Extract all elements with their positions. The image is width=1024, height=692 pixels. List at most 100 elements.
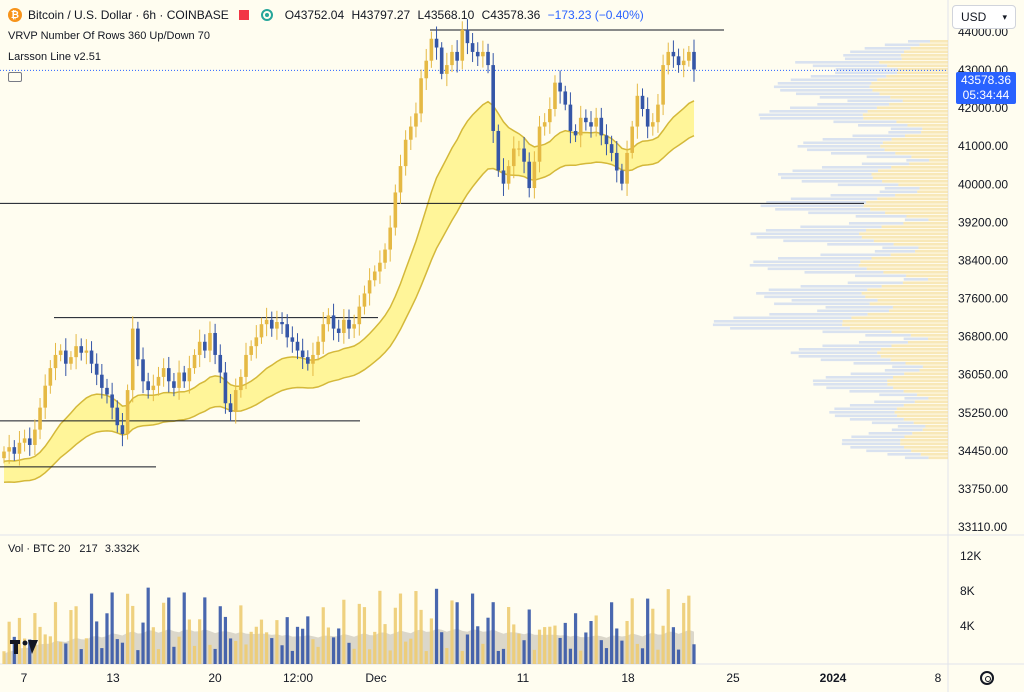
candle-body[interactable] (424, 60, 429, 79)
gear-icon[interactable] (980, 671, 994, 685)
candle-body[interactable] (120, 425, 125, 434)
candle-body[interactable] (244, 354, 248, 377)
candle-body[interactable] (357, 306, 362, 325)
candle-body[interactable] (285, 324, 290, 338)
candle-body[interactable] (635, 95, 640, 127)
candle-body[interactable] (233, 390, 238, 413)
candle-body[interactable] (89, 350, 94, 364)
market-status-icon[interactable] (260, 9, 273, 21)
candle-body[interactable] (584, 117, 588, 123)
candle-body[interactable] (578, 117, 583, 136)
candle-body[interactable] (640, 95, 645, 110)
candle-body[interactable] (331, 315, 336, 329)
candle-body[interactable] (609, 144, 614, 153)
candle-body[interactable] (403, 139, 408, 167)
candle-body[interactable] (280, 322, 284, 325)
candle-body[interactable] (408, 126, 413, 140)
candle-body[interactable] (388, 227, 392, 250)
candle-body[interactable] (300, 350, 305, 358)
candle-body[interactable] (53, 354, 58, 369)
candle-body[interactable] (511, 148, 516, 167)
candle-body[interactable] (197, 341, 202, 355)
candle-body[interactable] (465, 29, 470, 44)
symbol-title[interactable]: Bitcoin / U.S. Dollar · 6h · COINBASE (28, 8, 229, 22)
candle-body[interactable] (594, 117, 598, 127)
candle-body[interactable] (100, 374, 104, 388)
candle-body[interactable] (439, 47, 444, 74)
candle-body[interactable] (84, 350, 89, 353)
flag-icon[interactable] (238, 10, 249, 20)
candle-body[interactable] (321, 324, 326, 342)
candle-body[interactable] (27, 438, 32, 445)
candle-body[interactable] (136, 328, 140, 360)
candle-body[interactable] (481, 51, 485, 57)
candle-body[interactable] (295, 341, 300, 351)
collapse-indicators-icon[interactable] (8, 72, 22, 82)
candle-body[interactable] (573, 130, 578, 136)
candle-body[interactable] (651, 122, 655, 127)
candle-body[interactable] (223, 372, 228, 404)
candle-body[interactable] (656, 104, 660, 123)
candle-body[interactable] (259, 324, 264, 338)
candle-body[interactable] (290, 337, 295, 342)
candle-body[interactable] (306, 357, 310, 364)
candle-body[interactable] (192, 354, 197, 369)
candle-body[interactable] (496, 130, 501, 171)
candle-body[interactable] (254, 337, 259, 347)
candle-body[interactable] (362, 293, 367, 307)
candle-body[interactable] (445, 65, 449, 74)
candle-body[interactable] (141, 359, 145, 382)
candle-body[interactable] (599, 117, 604, 136)
candle-body[interactable] (208, 332, 212, 351)
candle-body[interactable] (501, 170, 506, 184)
candle-body[interactable] (228, 403, 233, 413)
candle-body[interactable] (455, 51, 459, 61)
candle-body[interactable] (614, 152, 619, 171)
indicator-vrvp-label[interactable]: VRVP Number Of Rows 360 Up/Down 70 (8, 30, 210, 42)
candle-body[interactable] (558, 82, 562, 92)
candle-body[interactable] (7, 447, 11, 452)
candle-body[interactable] (12, 447, 17, 454)
candle-body[interactable] (48, 368, 53, 386)
candle-body[interactable] (22, 438, 27, 443)
candle-body[interactable] (625, 152, 629, 184)
candle-body[interactable] (434, 38, 439, 48)
candle-body[interactable] (671, 51, 676, 57)
candle-body[interactable] (681, 60, 686, 66)
candle-body[interactable] (326, 315, 331, 325)
candle-body[interactable] (38, 407, 42, 430)
candle-body[interactable] (475, 51, 480, 57)
candle-body[interactable] (269, 319, 274, 329)
candle-body[interactable] (342, 319, 346, 333)
candle-body[interactable] (151, 385, 156, 391)
volume-indicator-label[interactable]: Vol · BTC 20 217 3.332K (8, 543, 140, 555)
candle-body[interactable] (548, 109, 552, 123)
candle-body[interactable] (203, 341, 207, 351)
candle-body[interactable] (172, 381, 176, 388)
candle-body[interactable] (367, 280, 372, 294)
candle-body[interactable] (275, 322, 279, 329)
candle-body[interactable] (79, 346, 84, 353)
candle-body[interactable] (537, 126, 542, 162)
candle-body[interactable] (506, 166, 511, 184)
candle-body[interactable] (187, 368, 192, 382)
candle-body[interactable] (177, 372, 181, 388)
candle-body[interactable] (311, 354, 315, 364)
candle-body[interactable] (125, 390, 130, 434)
candle-body[interactable] (105, 387, 109, 395)
candle-body[interactable] (460, 29, 465, 61)
candle-body[interactable] (676, 56, 681, 66)
candle-body[interactable] (2, 451, 6, 459)
candle-body[interactable] (604, 135, 609, 145)
candle-body[interactable] (527, 161, 532, 189)
candle-body[interactable] (352, 324, 356, 329)
candle-body[interactable] (630, 126, 635, 153)
candle-body[interactable] (532, 161, 537, 189)
candle-body[interactable] (336, 328, 341, 333)
indicator-larsson-label[interactable]: Larsson Line v2.51 (8, 51, 101, 63)
candle-body[interactable] (419, 78, 423, 114)
candle-body[interactable] (522, 148, 526, 162)
candle-body[interactable] (316, 341, 320, 355)
candle-body[interactable] (470, 43, 475, 52)
